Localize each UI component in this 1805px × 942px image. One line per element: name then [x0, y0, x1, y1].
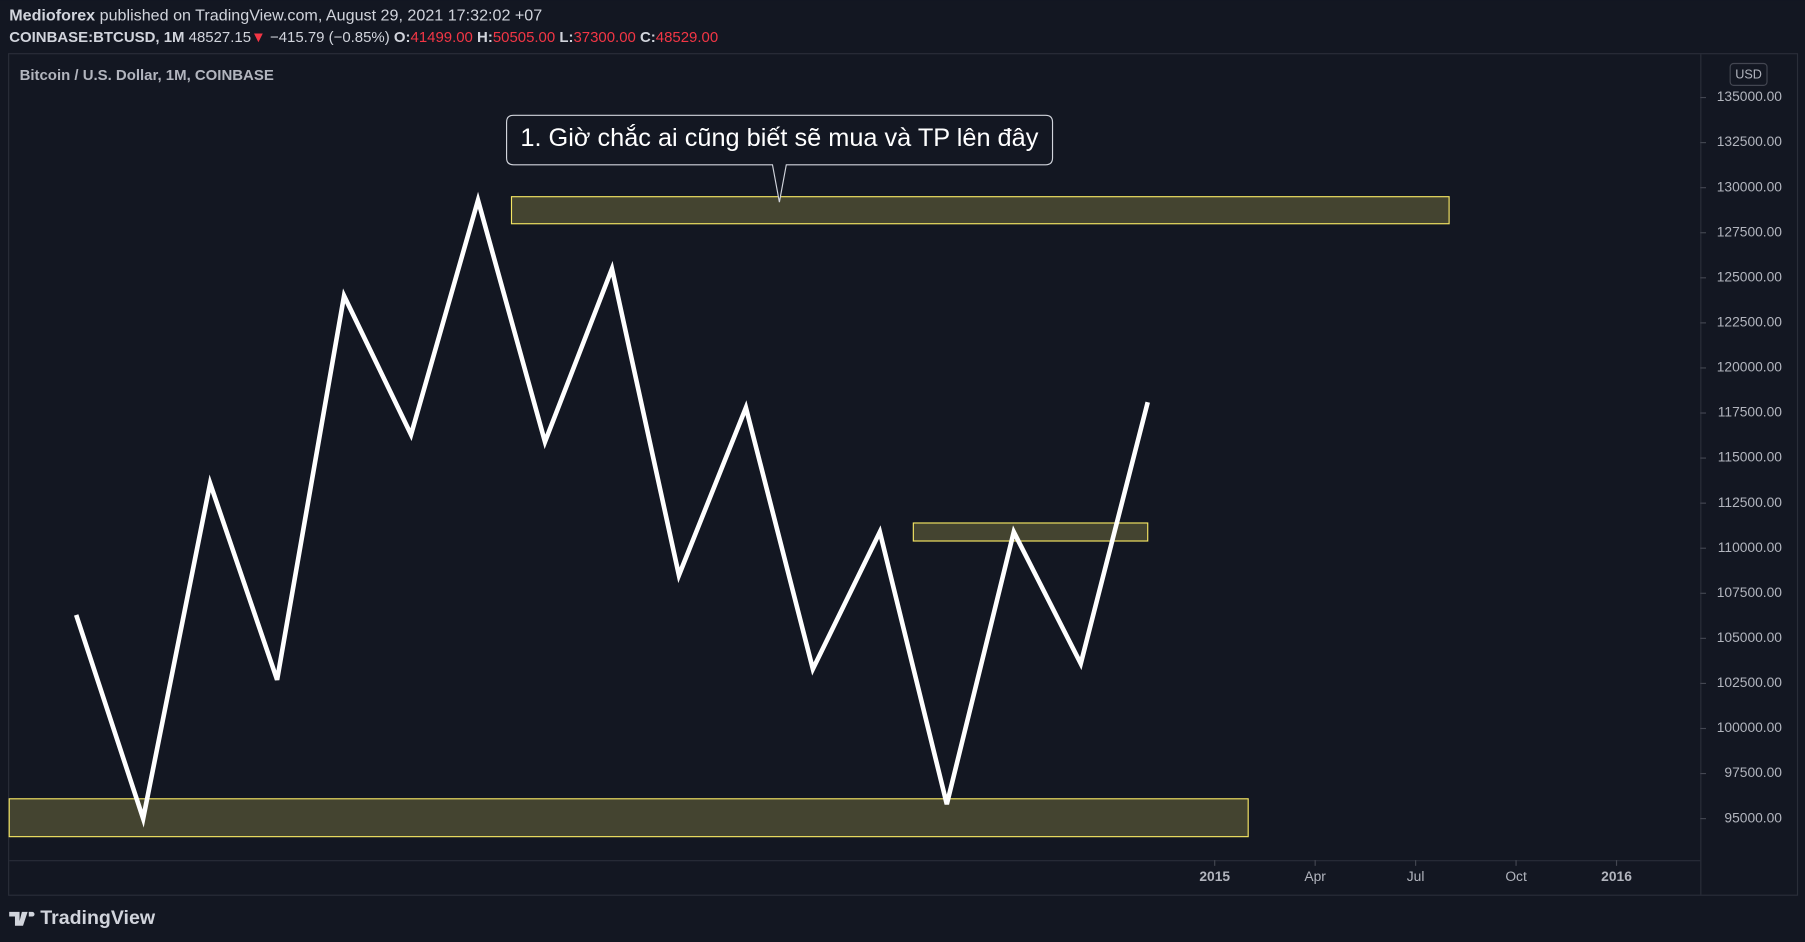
callout: 1. Giờ chắc ai cũng biết sẽ mua và TP lê…	[506, 114, 1054, 203]
published: published on TradingView.com, August 29,…	[100, 7, 543, 25]
c-label: C:	[640, 29, 656, 46]
y-tick-label: 105000.00	[1717, 629, 1783, 645]
change: −415.79 (−0.85%)	[270, 29, 390, 46]
x-tick-label: 2016	[1601, 868, 1632, 884]
price: 48527.15	[189, 29, 251, 46]
o-value: 41499.00	[411, 29, 473, 46]
y-tick-label: 120000.00	[1717, 359, 1783, 375]
o-label: O:	[394, 29, 411, 46]
x-tick-label: Jul	[1407, 868, 1425, 884]
currency-box	[1729, 62, 1768, 86]
y-tick-label: 107500.00	[1717, 584, 1783, 600]
y-tick-label: 102500.00	[1717, 674, 1783, 690]
l-value: 37300.00	[573, 29, 635, 46]
zone	[912, 522, 1149, 542]
y-tick-label: 132500.00	[1717, 133, 1783, 149]
price-line	[73, 191, 1150, 828]
h-value: 50505.00	[493, 29, 555, 46]
y-tick-label: 110000.00	[1718, 539, 1783, 555]
h-label: H:	[477, 29, 493, 46]
x-tick-label: Oct	[1505, 868, 1527, 884]
arrow: ▼	[251, 29, 266, 46]
plot: 95000.00 97500.00 100000.00 102500.00 105000…	[8, 88, 1783, 884]
logo-icon	[9, 911, 35, 926]
y-tick-label: 117500.00	[1718, 404, 1783, 420]
currency: USD	[1735, 67, 1762, 81]
y-tick-label: 97500.00	[1724, 764, 1782, 780]
l-label: L:	[559, 29, 573, 46]
publisher: Medioforex	[9, 7, 95, 25]
y-tick-label: 130000.00	[1717, 178, 1783, 194]
x-tick-label: 2015	[1199, 868, 1230, 884]
symbol: COINBASE:BTCUSD, 1M	[9, 29, 184, 46]
zone	[8, 798, 1249, 838]
callout-text: 1. Giờ chắc ai cũng biết sẽ mua và TP lê…	[520, 123, 1038, 152]
header-line: Medioforex published on TradingView.com,…	[9, 7, 542, 25]
y-tick-label: 122500.00	[1717, 314, 1783, 330]
chart-frame	[8, 53, 1799, 896]
logo: TradingView	[9, 907, 156, 929]
c-value: 48529.00	[656, 29, 718, 46]
quote-line: COINBASE:BTCUSD, 1M 48527.15▼ −415.79 (−…	[9, 29, 718, 46]
chart-title: Bitcoin / U.S. Dollar, 1M, COINBASE	[20, 67, 274, 84]
y-tick-label: 127500.00	[1717, 223, 1783, 239]
x-tick-label: Apr	[1304, 868, 1326, 884]
y-tick-label: 115000.00	[1718, 449, 1783, 465]
callout-box	[506, 114, 1054, 203]
y-tick-label: 125000.00	[1717, 268, 1783, 284]
y-tick-label: 95000.00	[1724, 809, 1782, 825]
zone	[510, 196, 1450, 225]
y-tick-label: 100000.00	[1717, 719, 1783, 735]
brand: TradingView	[40, 907, 156, 929]
y-tick-label: 112500.00	[1718, 494, 1783, 510]
y-tick-label: 135000.00	[1717, 88, 1783, 104]
